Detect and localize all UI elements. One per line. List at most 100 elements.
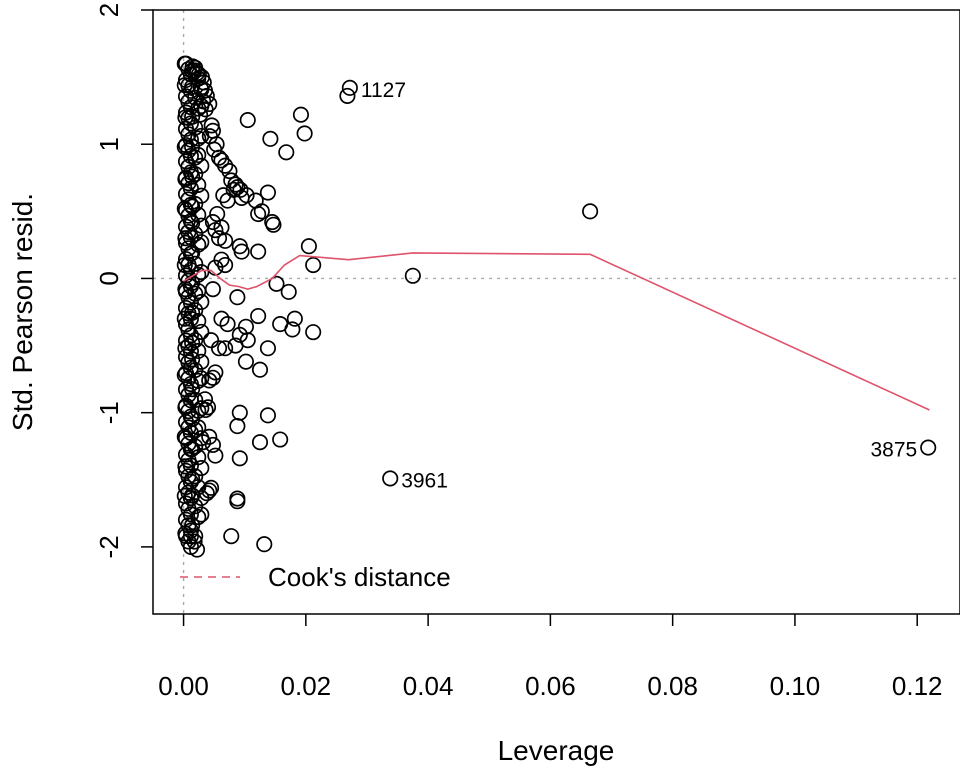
- data-point: [190, 266, 207, 283]
- data-point: [182, 392, 199, 409]
- point-label: 1127: [361, 79, 406, 102]
- data-point: [217, 157, 234, 174]
- data-point: [239, 112, 256, 129]
- y-tick-label: -2: [94, 535, 124, 558]
- data-point: [193, 157, 210, 174]
- x-tick-label: 0.12: [892, 671, 943, 701]
- data-point: [187, 195, 204, 213]
- point-labels: 1127 3961 3875: [361, 79, 917, 493]
- data-point: [286, 310, 303, 327]
- data-point: [229, 179, 246, 196]
- data-point: [190, 206, 207, 223]
- data-point: [182, 538, 199, 555]
- data-point: [259, 340, 276, 357]
- data-point: [217, 256, 234, 274]
- data-point: [237, 353, 254, 370]
- x-tick-label: 0.06: [525, 671, 576, 701]
- axis-ticks: 0.00 0.02 0.04 0.06 0.08 0.10 0.12 -2 -1 0 1 2: [94, 3, 943, 701]
- data-point: [305, 324, 322, 341]
- data-point: [292, 106, 309, 123]
- data-point: [190, 236, 207, 253]
- data-point: [582, 203, 599, 220]
- legend: Cook's distance: [180, 562, 451, 592]
- data-point: [268, 275, 285, 292]
- data-point: [187, 421, 204, 438]
- data-point: [223, 528, 240, 545]
- data-point: [204, 214, 221, 231]
- data-point: [187, 285, 204, 302]
- data-point: [182, 327, 199, 344]
- data-point: [184, 304, 201, 321]
- data-point: [193, 234, 210, 251]
- data-point: [187, 225, 204, 242]
- data-point: [184, 487, 201, 504]
- data-point: [305, 256, 322, 274]
- data-point: [210, 149, 228, 166]
- data-point: [184, 334, 201, 351]
- data-point: [190, 449, 207, 466]
- data-point: [193, 187, 210, 204]
- data-point: [184, 138, 201, 155]
- data-point: [190, 176, 207, 193]
- data-point: [259, 407, 276, 424]
- data-point: [217, 340, 234, 357]
- data-point: [259, 184, 276, 201]
- data-point: [251, 361, 269, 378]
- data-point: [204, 369, 221, 386]
- data-point: [256, 536, 273, 553]
- data-point: [193, 323, 210, 340]
- data-point: [231, 404, 248, 421]
- data-point: [184, 470, 201, 487]
- data-point: [213, 310, 230, 327]
- data-point: [193, 506, 210, 523]
- data-point: [204, 281, 221, 298]
- data-point: [209, 205, 226, 223]
- data-point: [182, 310, 199, 327]
- data-point: [187, 498, 204, 515]
- data-point: [184, 215, 201, 232]
- data-point: [190, 100, 207, 117]
- data-point: [207, 447, 224, 464]
- data-point: [184, 168, 201, 185]
- data-point: [190, 419, 207, 436]
- data-point: [231, 450, 248, 467]
- data-point: [182, 99, 199, 116]
- data-point: [280, 283, 297, 300]
- legend-label: Cook's distance: [268, 562, 451, 592]
- data-point: [187, 119, 204, 136]
- data-point: [190, 146, 207, 164]
- data-point: [341, 79, 358, 96]
- data-point: [193, 127, 210, 144]
- data-point: [193, 460, 210, 477]
- data-point: [253, 203, 270, 220]
- data-point: [272, 431, 289, 448]
- data-point: [184, 78, 201, 95]
- data-point: [193, 489, 210, 507]
- data-point: [187, 362, 204, 379]
- data-point: [182, 343, 199, 360]
- data-point: [187, 59, 204, 76]
- data-point: [250, 243, 267, 260]
- data-point: [227, 337, 244, 354]
- data-point: [190, 342, 207, 360]
- data-point: [201, 372, 218, 389]
- data-point: [404, 267, 421, 284]
- data-point: [187, 438, 204, 455]
- point-label: 3961: [401, 469, 448, 492]
- data-point: [193, 370, 210, 387]
- data-point: [920, 439, 937, 456]
- y-axis-title: Std. Pearson resid.: [7, 193, 38, 431]
- point-label: 3875: [870, 439, 917, 462]
- data-point: [187, 89, 204, 106]
- data-point: [265, 216, 282, 233]
- x-tick-label: 0.04: [403, 671, 454, 701]
- data-point: [221, 163, 238, 180]
- data-point: [193, 217, 210, 234]
- data-point: [190, 70, 207, 87]
- y-tick-label: 0: [94, 271, 124, 285]
- x-tick-label: 0.00: [158, 671, 209, 701]
- data-point: [250, 205, 267, 223]
- x-tick-label: 0.02: [281, 671, 332, 701]
- data-point: [193, 430, 210, 447]
